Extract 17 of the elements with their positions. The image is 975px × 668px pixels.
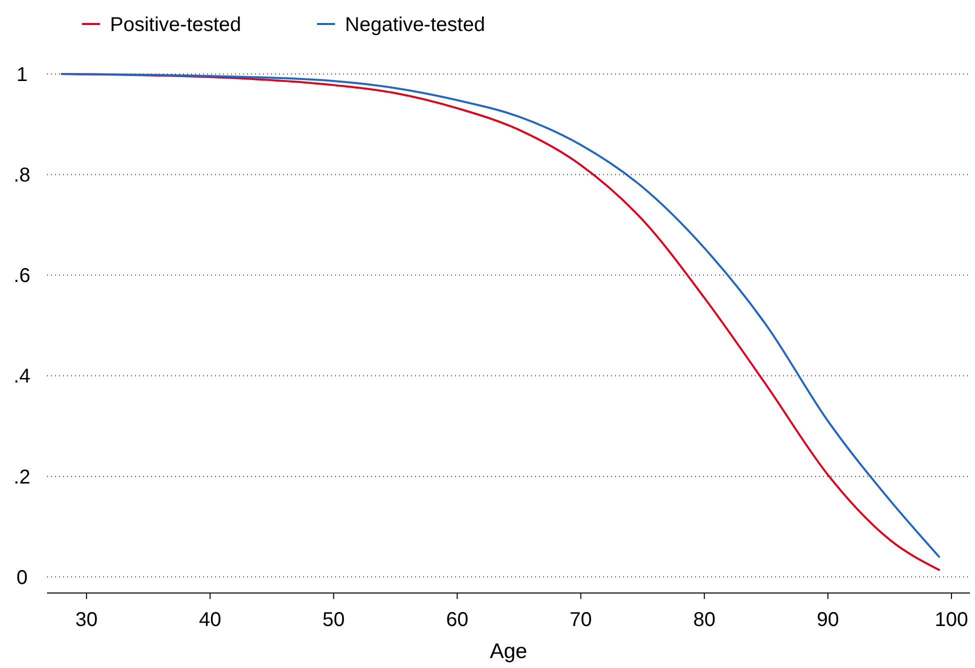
y-tick-label: .8 [14, 164, 30, 187]
y-tick-label: .6 [14, 265, 30, 288]
y-tick-label: 1 [16, 64, 28, 86]
x-tick-label: 90 [816, 609, 840, 631]
x-axis-title: Age [490, 640, 528, 663]
legend-label: Negative-tested [345, 14, 486, 36]
x-tick-label: 70 [570, 609, 592, 631]
y-tick-label: 0 [16, 566, 28, 589]
x-tick-label: 30 [75, 609, 98, 631]
x-tick-label: 60 [446, 609, 468, 631]
x-tick-label: 100 [934, 609, 968, 631]
y-tick-label: .4 [14, 366, 30, 388]
x-tick-label: 40 [198, 609, 222, 631]
x-tick-label: 50 [322, 609, 345, 631]
x-tick-label: 80 [693, 609, 716, 631]
y-tick-label: .2 [14, 466, 30, 488]
legend-label: Positive-tested [110, 14, 242, 36]
